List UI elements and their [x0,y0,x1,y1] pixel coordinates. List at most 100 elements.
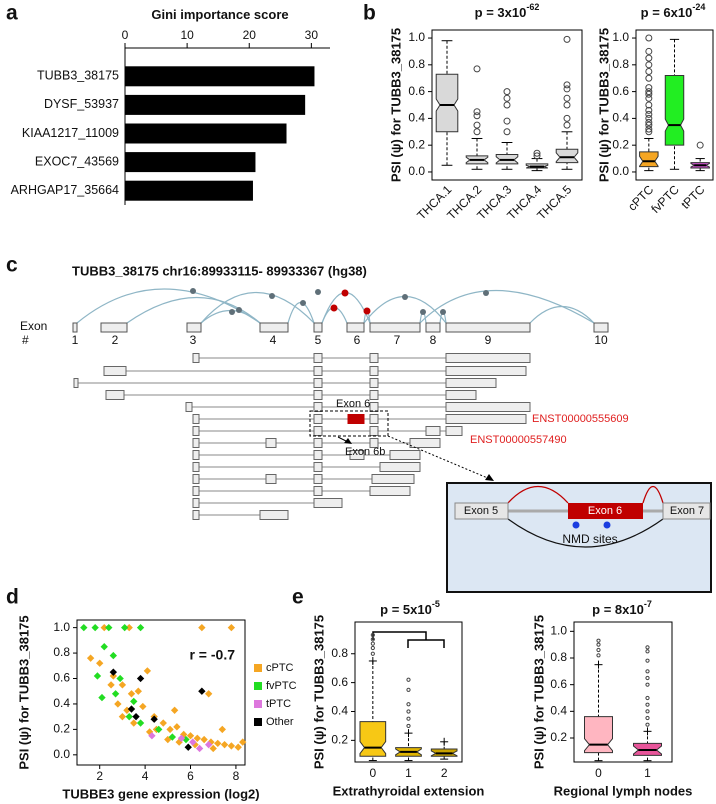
x-tick-label: tPTC [678,182,707,211]
exon-number: 5 [315,333,322,347]
callout: Exon 6 [336,398,370,410]
outlier [563,101,571,109]
outlier [645,34,653,42]
point [132,712,140,721]
panel-label: a [6,2,18,25]
title-exponent: -24 [692,2,705,12]
transcript-exon [192,510,200,520]
zoom-line [387,435,491,480]
title-exponent: -7 [644,599,652,609]
outlier [563,94,571,102]
y-tick-label: 0.8 [408,57,425,71]
chart-title: p = 5x10-5 [380,599,440,617]
transcript-exon [313,486,323,496]
y-tick-label: 0.2 [331,733,348,747]
inset-note: NMD sites [562,532,617,546]
x-tick-label: 0 [595,766,602,780]
exon-number: 10 [594,333,608,347]
outlier [645,121,653,129]
panel-label: e [292,586,304,609]
exon-axis-label: # [22,333,29,347]
transcript-exon [192,426,200,436]
outlier [533,152,541,160]
transcript-exon [192,414,200,424]
box [639,151,659,168]
y-tick-label: 1.0 [612,30,629,44]
point [173,723,181,731]
point [166,725,174,734]
y-tick-label: 0.2 [612,137,629,151]
point [125,712,133,721]
transcript-exon [313,353,323,363]
transcript-exon [313,390,323,400]
transcript-exon [265,474,277,484]
point [139,702,147,711]
point [204,690,213,698]
y-tick-label: 0.8 [612,57,629,71]
point [120,623,129,632]
transcript-exon [349,450,365,460]
transcript-exon [347,414,365,424]
x-tick-label: THCA.5 [534,182,574,222]
y-tick-label: 0.6 [53,671,70,685]
x-tick-label: 2 [441,766,448,780]
chart-title: p = 6x10-24 [641,2,706,20]
transcript-exon [313,414,323,424]
x-tick-label: 10 [180,28,194,42]
inset-label: Exon 6 [588,505,622,517]
outlier [473,108,481,116]
transcript-exon [369,438,379,448]
outlier [503,101,511,109]
outlier [645,709,650,714]
outlier [596,642,601,647]
box [584,716,613,754]
outlier [503,88,511,96]
point [195,744,204,753]
bar [125,123,287,144]
box [555,148,579,164]
comparison-bracket [372,631,445,648]
point [218,725,226,734]
title-text: p = 8x10 [592,602,644,617]
exon-number: 3 [190,333,197,347]
y-tick-label: 0.8 [53,645,70,659]
point [155,725,163,734]
point [143,667,152,675]
junction-dots [190,288,489,315]
y-tick-label: 0.4 [612,111,629,125]
transcript-exon [313,462,323,472]
point [193,734,202,742]
chart-title: p = 3x10-62 [475,2,540,20]
point [125,623,133,632]
annotation: r = -0.7 [189,647,235,663]
inset-label: Exon 5 [464,505,498,517]
nmd-site [572,521,580,529]
outlier [645,61,653,69]
outlier [370,641,375,646]
outlier [645,90,653,98]
box [359,721,387,757]
transcript-exon [313,474,323,484]
y-tick-label: TUBB3_38175 [37,69,119,83]
outlier [645,106,653,114]
outlier [596,653,601,658]
point [127,690,136,698]
point [227,623,236,632]
x-tick-label: 8 [233,769,240,783]
outlier [473,128,481,136]
legend-label: Other [266,716,294,728]
exon-number: 6 [354,333,361,347]
transcript-exon [369,353,379,363]
x-axis-label: Regional lymph nodes [554,783,693,798]
point [86,654,95,662]
outlier [645,110,653,118]
legend-swatch [254,664,262,672]
point [111,690,120,698]
point [109,651,118,660]
point [98,693,106,702]
transcript-exon [425,426,441,436]
y-axis-label: PSI (ψ) for TUBB3_38175 [311,615,326,769]
exon-box [454,502,509,520]
legend-label: tPTC [266,698,291,710]
y-tick-label: 0.6 [331,675,348,689]
